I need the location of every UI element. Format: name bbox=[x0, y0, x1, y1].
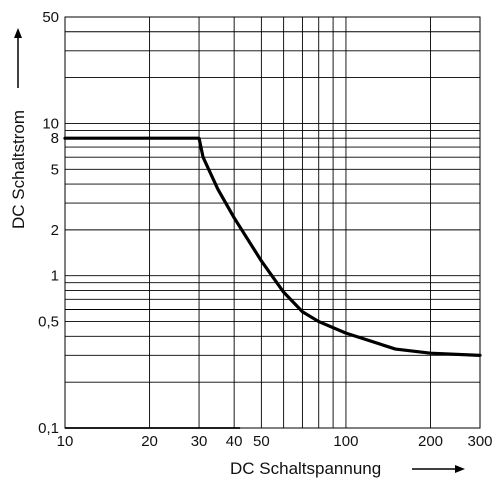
y-tick-label: 8 bbox=[51, 130, 59, 147]
x-tick-label: 50 bbox=[253, 433, 270, 450]
label-layer: DC Schaltspannung DC Schaltstrom bbox=[9, 28, 465, 478]
x-tick-label: 30 bbox=[191, 433, 208, 450]
x-tick-label: 40 bbox=[226, 433, 243, 450]
x-tick-label: 100 bbox=[333, 433, 358, 450]
series-layer bbox=[63, 136, 482, 357]
plot-frame bbox=[64, 16, 481, 429]
y-axis-label: DC Schaltstrom bbox=[9, 110, 28, 229]
y-tick-label: 50 bbox=[42, 9, 59, 26]
series-line-0 bbox=[63, 136, 482, 357]
y-tick-label: 10 bbox=[42, 115, 59, 132]
x-tick-label: 300 bbox=[467, 433, 492, 450]
x-axis-label: DC Schaltspannung bbox=[230, 459, 381, 478]
grid-layer bbox=[64, 16, 481, 429]
y-tick-label: 0,5 bbox=[38, 314, 59, 331]
x-tick-label: 10 bbox=[57, 433, 74, 450]
x-tick-label: 200 bbox=[418, 433, 443, 450]
x-axis-arrow bbox=[412, 465, 465, 473]
y-tick-label: 2 bbox=[51, 222, 59, 239]
y-tick-label: 0,1 bbox=[38, 420, 59, 437]
y-axis-arrow bbox=[14, 28, 22, 88]
y-tick-label: 1 bbox=[51, 268, 59, 285]
x-tick-label: 20 bbox=[141, 433, 158, 450]
y-tick-label: 5 bbox=[51, 161, 59, 178]
